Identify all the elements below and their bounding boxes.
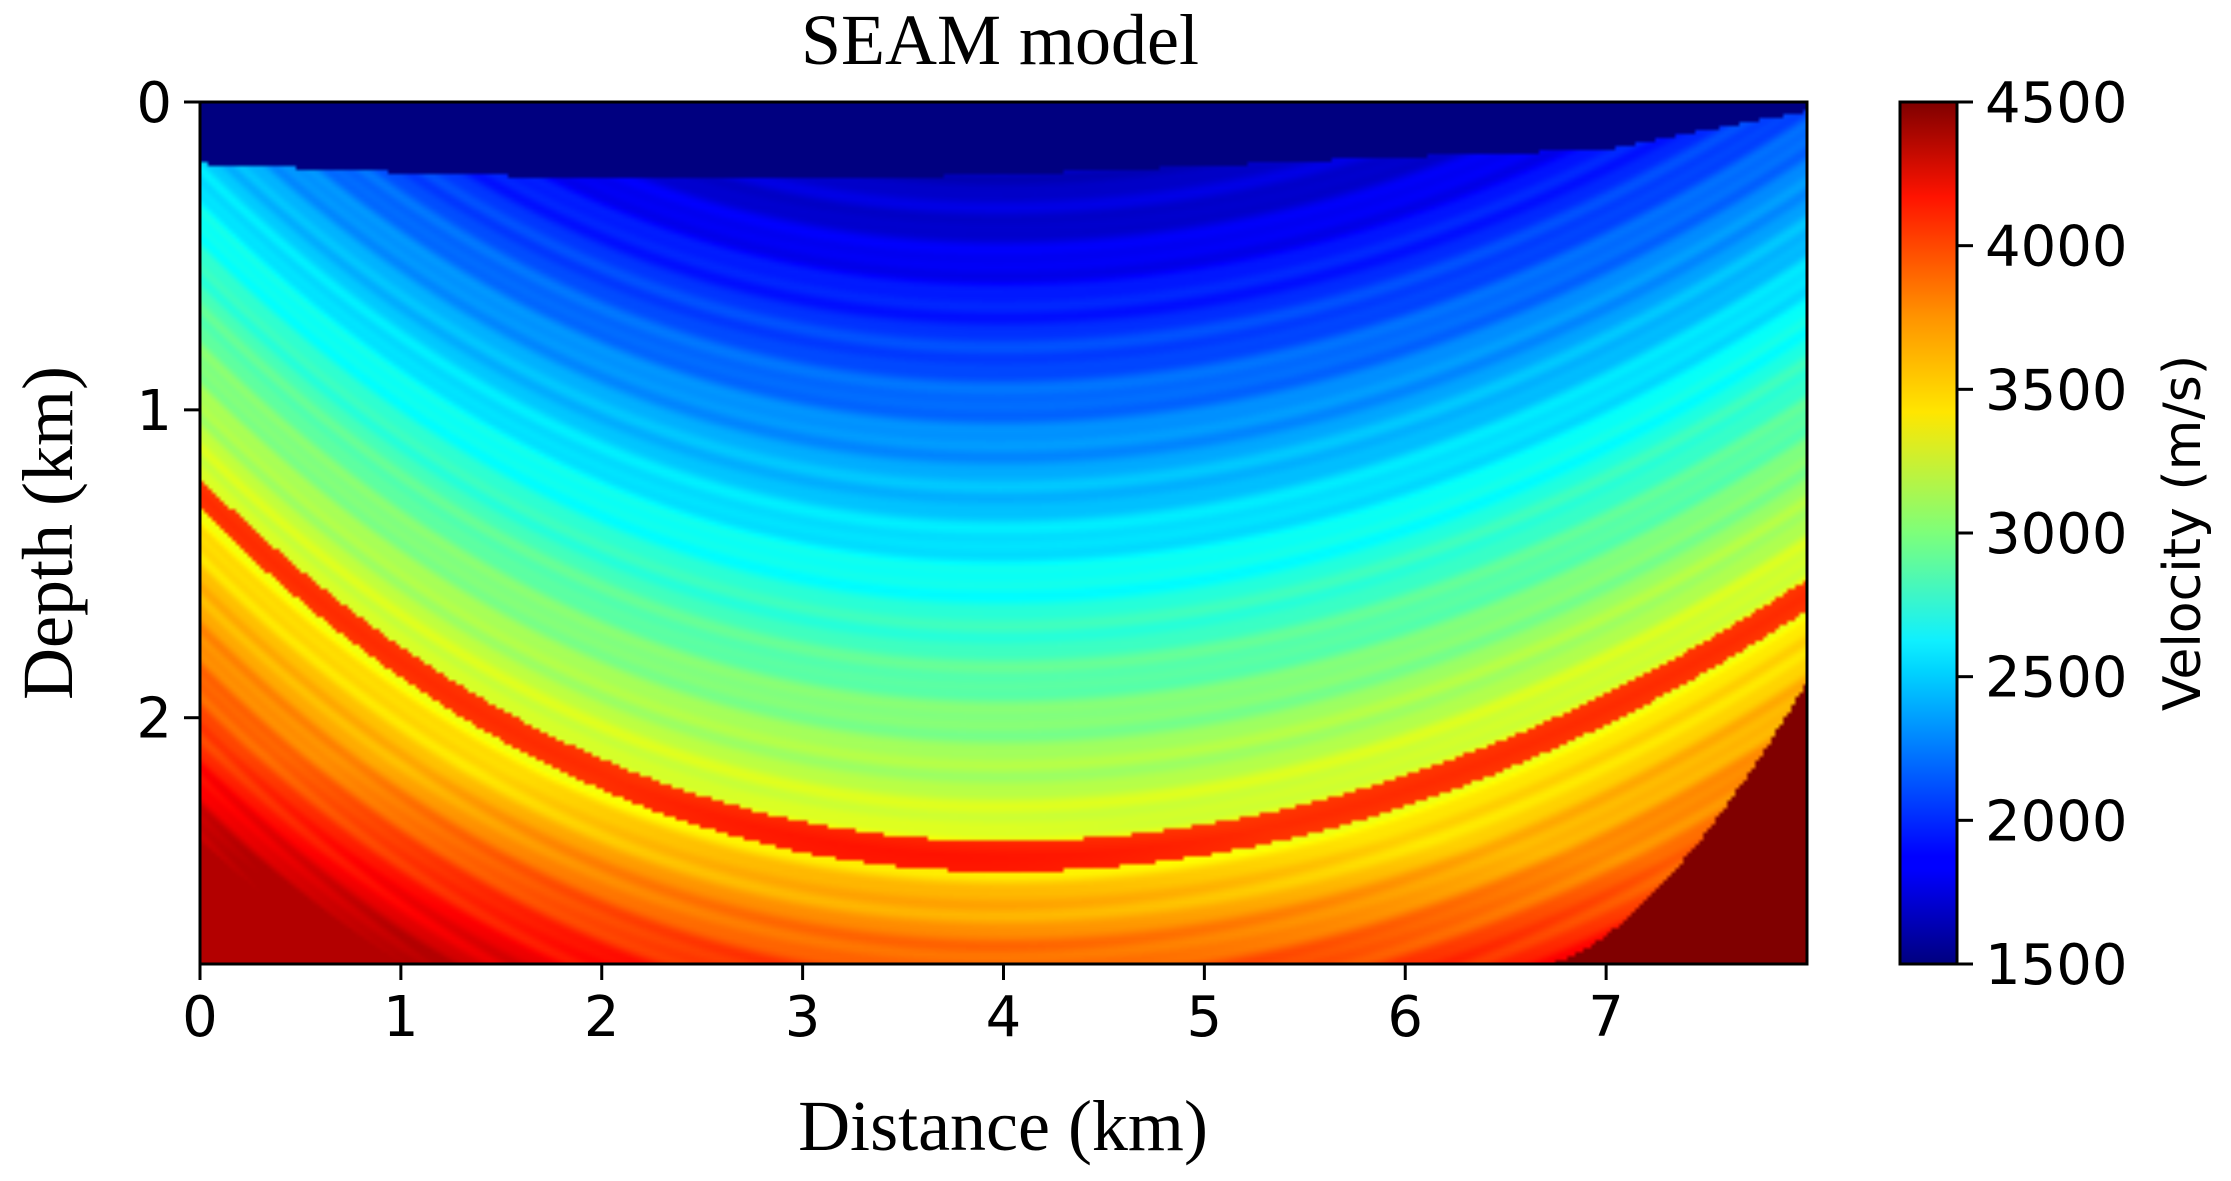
x-axis-label: Distance (km) bbox=[798, 1086, 1208, 1166]
x-tick-label: 1 bbox=[383, 985, 419, 1050]
y-tick-label: 1 bbox=[136, 379, 172, 444]
y-axis-label: Depth (km) bbox=[8, 366, 88, 700]
colorbar-tick-label: 2500 bbox=[1985, 646, 2128, 711]
colorbar-tick-label: 1500 bbox=[1985, 933, 2128, 998]
colorbar-tick-label: 3000 bbox=[1985, 502, 2128, 567]
colorbar-tick-label: 4500 bbox=[1985, 71, 2128, 136]
colorbar-tick-label: 4000 bbox=[1985, 215, 2128, 280]
colorbar: 1500 2000 2500 3000 3500 4000 4500 Velocity (m… bbox=[1898, 71, 2213, 998]
y-axis: 0 1 2 bbox=[136, 71, 200, 752]
x-tick-label: 3 bbox=[785, 985, 821, 1050]
heatmap-plot-area bbox=[198, 100, 1809, 966]
y-tick-label: 2 bbox=[136, 687, 172, 752]
x-tick-label: 6 bbox=[1387, 985, 1423, 1050]
chart-title: SEAM model bbox=[801, 0, 1199, 80]
x-axis: 0 1 2 3 4 5 6 7 bbox=[182, 964, 1624, 1050]
colorbar-label: Velocity (m/s) bbox=[2153, 355, 2213, 711]
x-tick-label: 7 bbox=[1588, 985, 1624, 1050]
colorbar-gradient bbox=[1898, 100, 1959, 966]
velocity-heatmap bbox=[200, 102, 1807, 964]
x-tick-label: 2 bbox=[584, 985, 620, 1050]
colorbar-ticks: 1500 2000 2500 3000 3500 4000 4500 bbox=[1957, 71, 2128, 998]
x-tick-label: 5 bbox=[1187, 985, 1223, 1050]
colorbar-tick-label: 2000 bbox=[1985, 789, 2128, 854]
colorbar-tick-label: 3500 bbox=[1985, 358, 2128, 423]
y-tick-label: 0 bbox=[136, 71, 172, 136]
x-tick-label: 0 bbox=[182, 985, 218, 1050]
x-tick-label: 4 bbox=[986, 985, 1022, 1050]
